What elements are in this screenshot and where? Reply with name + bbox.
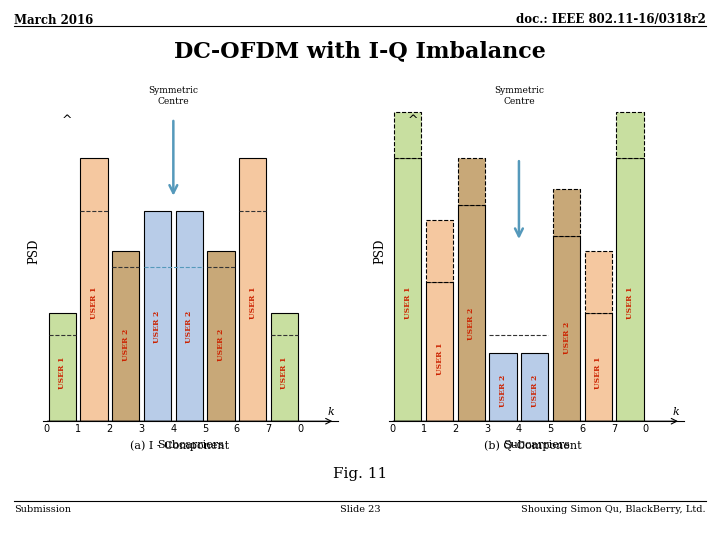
Text: k: k: [328, 407, 334, 416]
Text: USER 2: USER 2: [467, 308, 475, 340]
Bar: [239, 158, 266, 421]
Bar: [112, 251, 140, 421]
Text: doc.: IEEE 802.11-16/0318r2: doc.: IEEE 802.11-16/0318r2: [516, 14, 706, 26]
Bar: [458, 158, 485, 205]
Text: Symmetric
Centre: Symmetric Centre: [148, 86, 198, 106]
Text: Fig. 11: Fig. 11: [333, 467, 387, 481]
Bar: [144, 211, 171, 421]
X-axis label: Subcarriers: Subcarriers: [158, 440, 224, 449]
Text: USER 2: USER 2: [217, 328, 225, 361]
Bar: [490, 353, 517, 421]
Bar: [48, 313, 76, 421]
Bar: [426, 282, 453, 421]
Bar: [271, 313, 298, 421]
Bar: [394, 112, 421, 158]
Text: USER 2: USER 2: [562, 322, 570, 354]
Text: USER 2: USER 2: [499, 374, 507, 407]
Bar: [616, 112, 644, 158]
Bar: [81, 158, 107, 421]
Text: USER 1: USER 1: [58, 356, 66, 389]
Text: Symmetric
Centre: Symmetric Centre: [494, 86, 544, 106]
Text: k: k: [673, 407, 680, 416]
Text: USER 1: USER 1: [280, 356, 289, 389]
Bar: [585, 313, 612, 421]
Text: ^: ^: [62, 114, 72, 127]
Text: USER 1: USER 1: [626, 287, 634, 319]
Bar: [394, 158, 421, 421]
Text: USER 2: USER 2: [122, 328, 130, 361]
Text: USER 2: USER 2: [185, 310, 193, 343]
Bar: [207, 251, 235, 421]
Y-axis label: PSD: PSD: [373, 239, 386, 264]
Text: USER 1: USER 1: [90, 287, 98, 319]
Text: DC-OFDM with I-Q Imbalance: DC-OFDM with I-Q Imbalance: [174, 40, 546, 63]
Y-axis label: PSD: PSD: [27, 239, 40, 264]
Text: USER 1: USER 1: [404, 287, 412, 319]
Text: Slide 23: Slide 23: [340, 505, 380, 514]
Text: (a) I - Component: (a) I - Component: [130, 440, 230, 451]
Bar: [585, 251, 612, 313]
Bar: [458, 205, 485, 421]
Text: Submission: Submission: [14, 505, 71, 514]
Text: USER 1: USER 1: [436, 342, 444, 375]
Bar: [553, 189, 580, 235]
Text: USER 1: USER 1: [248, 287, 257, 319]
Text: (b) Q-Component: (b) Q-Component: [484, 440, 582, 451]
Bar: [176, 211, 203, 421]
X-axis label: Subcarriers: Subcarriers: [503, 440, 570, 449]
Bar: [426, 220, 453, 282]
Text: USER 1: USER 1: [594, 356, 603, 389]
Text: March 2016: March 2016: [14, 14, 94, 26]
Text: ^: ^: [408, 114, 418, 127]
Text: USER 2: USER 2: [153, 310, 161, 343]
Text: Shouxing Simon Qu, BlackBerry, Ltd.: Shouxing Simon Qu, BlackBerry, Ltd.: [521, 505, 706, 514]
Bar: [616, 158, 644, 421]
Bar: [521, 353, 549, 421]
Bar: [553, 235, 580, 421]
Text: USER 2: USER 2: [531, 374, 539, 407]
